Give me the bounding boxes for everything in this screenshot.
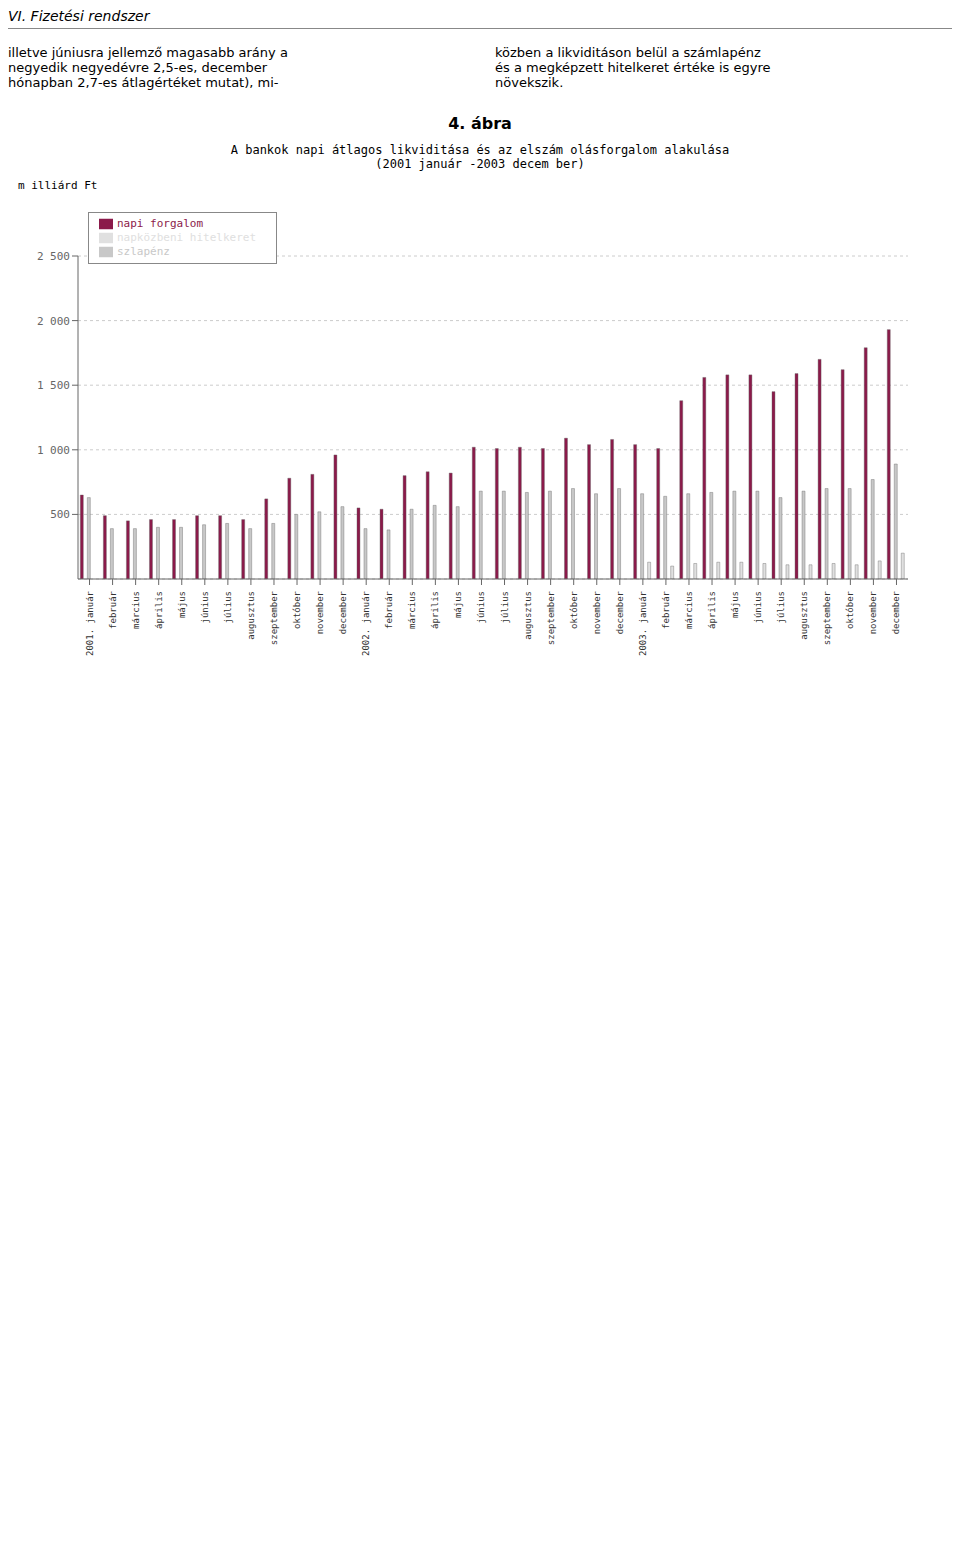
html-text:napi forgalom: napi forgalom: [117, 217, 204, 230]
svg-text:március: március: [131, 591, 141, 629]
svg-text:november: november: [315, 590, 325, 634]
svg-text:április: április: [430, 591, 440, 629]
html-text:illetve júniusra jellemző maga: illetve júniusra jellemző magasabb arány…: [8, 45, 288, 90]
svg-text:szeptember: szeptember: [822, 590, 832, 645]
svg-text:július: július: [500, 591, 510, 624]
svg-text:szeptember: szeptember: [269, 590, 279, 645]
svg-text:április: április: [154, 591, 164, 629]
svg-text:augusztus: augusztus: [246, 591, 256, 640]
svg-text:február: február: [108, 590, 118, 629]
svg-text:1 000: 1 000: [37, 444, 70, 457]
svg-text:március: március: [407, 591, 417, 629]
svg-text:december: december: [338, 590, 348, 634]
svg-text:2001. január: 2001. január: [85, 590, 95, 656]
html-text:közben a likviditáson belül a: közben a likviditáson belül a számlapénz…: [495, 45, 771, 90]
svg-text:június: június: [753, 591, 763, 624]
svg-text:november: november: [868, 590, 878, 634]
html-text:4. ábra: 4. ábra: [448, 114, 512, 133]
svg-text:2003. január: 2003. január: [638, 590, 648, 656]
html-text:VI. Fizetési rendszer: VI. Fizetési rendszer: [8, 8, 150, 24]
svg-text:február: február: [661, 590, 671, 629]
svg-text:1 500: 1 500: [37, 379, 70, 392]
svg-text:május: május: [453, 591, 463, 618]
html-text:A bankok napi átlagos likvidit: A bankok napi átlagos likviditása és az …: [230, 143, 730, 157]
svg-text:március: március: [684, 591, 694, 629]
svg-text:július: július: [223, 591, 233, 624]
svg-text:február: február: [384, 590, 394, 629]
svg-text:500: 500: [50, 508, 70, 521]
svg-text:október: október: [569, 590, 579, 629]
svg-text:augusztus: augusztus: [523, 591, 533, 640]
svg-text:szeptember: szeptember: [546, 590, 556, 645]
html-text:szlapénz: szlapénz: [117, 245, 170, 258]
svg-text:május: május: [730, 591, 740, 618]
svg-text:június: június: [200, 591, 210, 624]
svg-text:október: október: [845, 590, 855, 629]
html-text:(2001 január -2003 decem ber): (2001 január -2003 decem ber): [375, 157, 585, 171]
svg-text:május: május: [177, 591, 187, 618]
html-text:napközbeni hitelkeret: napközbeni hitelkeret: [117, 231, 257, 244]
svg-text:október: október: [292, 590, 302, 629]
svg-text:2 500: 2 500: [37, 250, 70, 263]
svg-text:2002. január: 2002. január: [361, 590, 371, 656]
svg-text:augusztus: augusztus: [799, 591, 809, 640]
svg-text:április: április: [707, 591, 717, 629]
svg-text:november: november: [592, 590, 602, 634]
svg-text:december: december: [891, 590, 901, 634]
html-text:m illiárd Ft: m illiárd Ft: [18, 179, 98, 192]
svg-text:július: július: [776, 591, 786, 624]
svg-text:június: június: [476, 591, 486, 624]
svg-text:2 000: 2 000: [37, 315, 70, 328]
svg-text:december: december: [615, 590, 625, 634]
